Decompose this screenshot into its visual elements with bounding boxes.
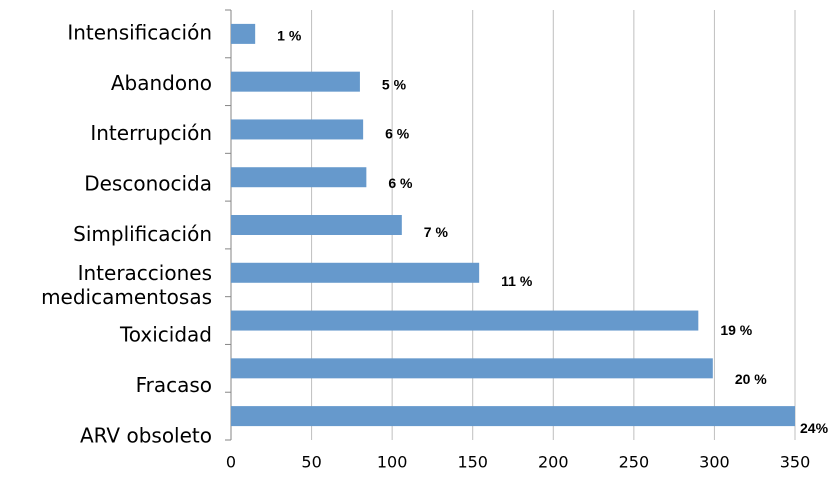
y-tick-label: Interrupción bbox=[90, 121, 212, 145]
bar bbox=[231, 215, 402, 235]
x-tick-label: 150 bbox=[457, 453, 488, 472]
x-tick-label: 300 bbox=[699, 453, 730, 472]
bar bbox=[231, 167, 367, 188]
y-tick-label: Desconocida bbox=[84, 172, 212, 196]
y-tick-label: Intensificación bbox=[67, 20, 212, 44]
bar bbox=[231, 406, 795, 427]
bar-annotation: 19 % bbox=[720, 322, 752, 338]
bar bbox=[231, 310, 699, 331]
x-tick-label: 50 bbox=[301, 453, 321, 472]
y-tick-label: Abandono bbox=[111, 71, 212, 95]
y-tick-label: Simplificación bbox=[73, 222, 212, 246]
x-tick-label: 250 bbox=[619, 453, 650, 472]
bar bbox=[231, 23, 256, 44]
bar-annotation: 6 % bbox=[388, 175, 413, 191]
y-tick-label: ARV obsoleto bbox=[80, 423, 212, 447]
bar-annotation: 20 % bbox=[735, 371, 767, 387]
y-tick-label: Interacciones medicamentosas bbox=[41, 260, 212, 308]
bar-annotation: 24% bbox=[800, 420, 829, 436]
bar-annotation: 11 % bbox=[501, 273, 533, 289]
y-tick-label: Fracaso bbox=[136, 373, 212, 397]
y-tick-label: Toxicidad bbox=[119, 323, 212, 347]
x-tick-label: 200 bbox=[538, 453, 569, 472]
x-tick-label: 100 bbox=[377, 453, 408, 472]
bar bbox=[231, 358, 713, 379]
bar-annotation: 6 % bbox=[385, 126, 410, 142]
bar bbox=[231, 119, 364, 140]
bar bbox=[231, 262, 480, 283]
bar-annotation: 1 % bbox=[277, 28, 302, 44]
bar-annotation: 7 % bbox=[424, 224, 449, 240]
x-tick-label: 0 bbox=[226, 453, 236, 472]
x-tick-label: 350 bbox=[780, 453, 811, 472]
bar-annotation: 5 % bbox=[382, 77, 407, 93]
bar bbox=[231, 71, 360, 92]
